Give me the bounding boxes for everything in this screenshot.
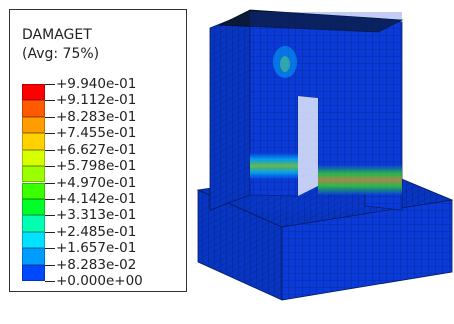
legend-swatch [22,149,45,167]
legend-tick-label: +8.283e-01 [56,108,137,125]
legend-swatch [22,231,45,249]
legend-tick-label: +0.000e+00 [56,273,143,289]
legend-swatch [22,215,45,232]
legend-swatch [22,84,45,101]
legend-title: DAMAGET [22,27,92,43]
legend-tick-mark [45,231,55,233]
legend-tick-mark [45,133,55,135]
legend-swatch [22,264,45,281]
legend-swatch [22,198,45,216]
legend-tick-label: +4.970e-01 [56,174,137,191]
legend-subtitle: (Avg: 75%) [22,46,100,62]
legend-tick-label: +9.940e-01 [56,76,137,92]
legend-tick-mark [45,149,55,151]
legend-swatch [22,116,45,134]
legend-tick-mark [45,100,55,102]
legend-tick-label: +3.313e-01 [56,207,137,224]
legend-tick-label: +5.798e-01 [56,158,137,175]
legend-tick-label: +4.142e-01 [56,190,137,207]
legend-tick-mark [45,116,55,118]
frame-wall [209,9,404,212]
legend-tick-label: +9.112e-01 [56,92,137,109]
legend-tick-mark [45,248,55,250]
legend-tick-label: +6.627e-01 [56,141,137,158]
legend-tick-mark [45,264,55,266]
contour-legend: DAMAGET (Avg: 75%) +9.940e-01 +9.112e-01 +… [9,9,187,292]
legend-swatch [22,248,45,265]
legend-swatch [22,182,45,199]
legend-swatch [22,166,45,183]
legend-tick-label: +2.485e-01 [56,223,137,240]
legend-tick-mark [45,84,55,85]
legend-tick-label: +8.283e-02 [56,256,137,273]
legend-tick-mark [45,215,55,217]
legend-tick-mark [45,281,55,282]
fe-model-viewport[interactable] [190,0,454,324]
legend-colorbar [22,84,45,281]
legend-swatch [22,100,45,117]
legend-tick-mark [45,166,55,168]
legend-tick-mark [45,182,55,184]
legend-tick-label: +7.455e-01 [56,125,137,142]
legend-swatch [22,133,45,150]
legend-tick-label: +1.657e-01 [56,240,137,257]
legend-tick-mark [45,198,55,200]
